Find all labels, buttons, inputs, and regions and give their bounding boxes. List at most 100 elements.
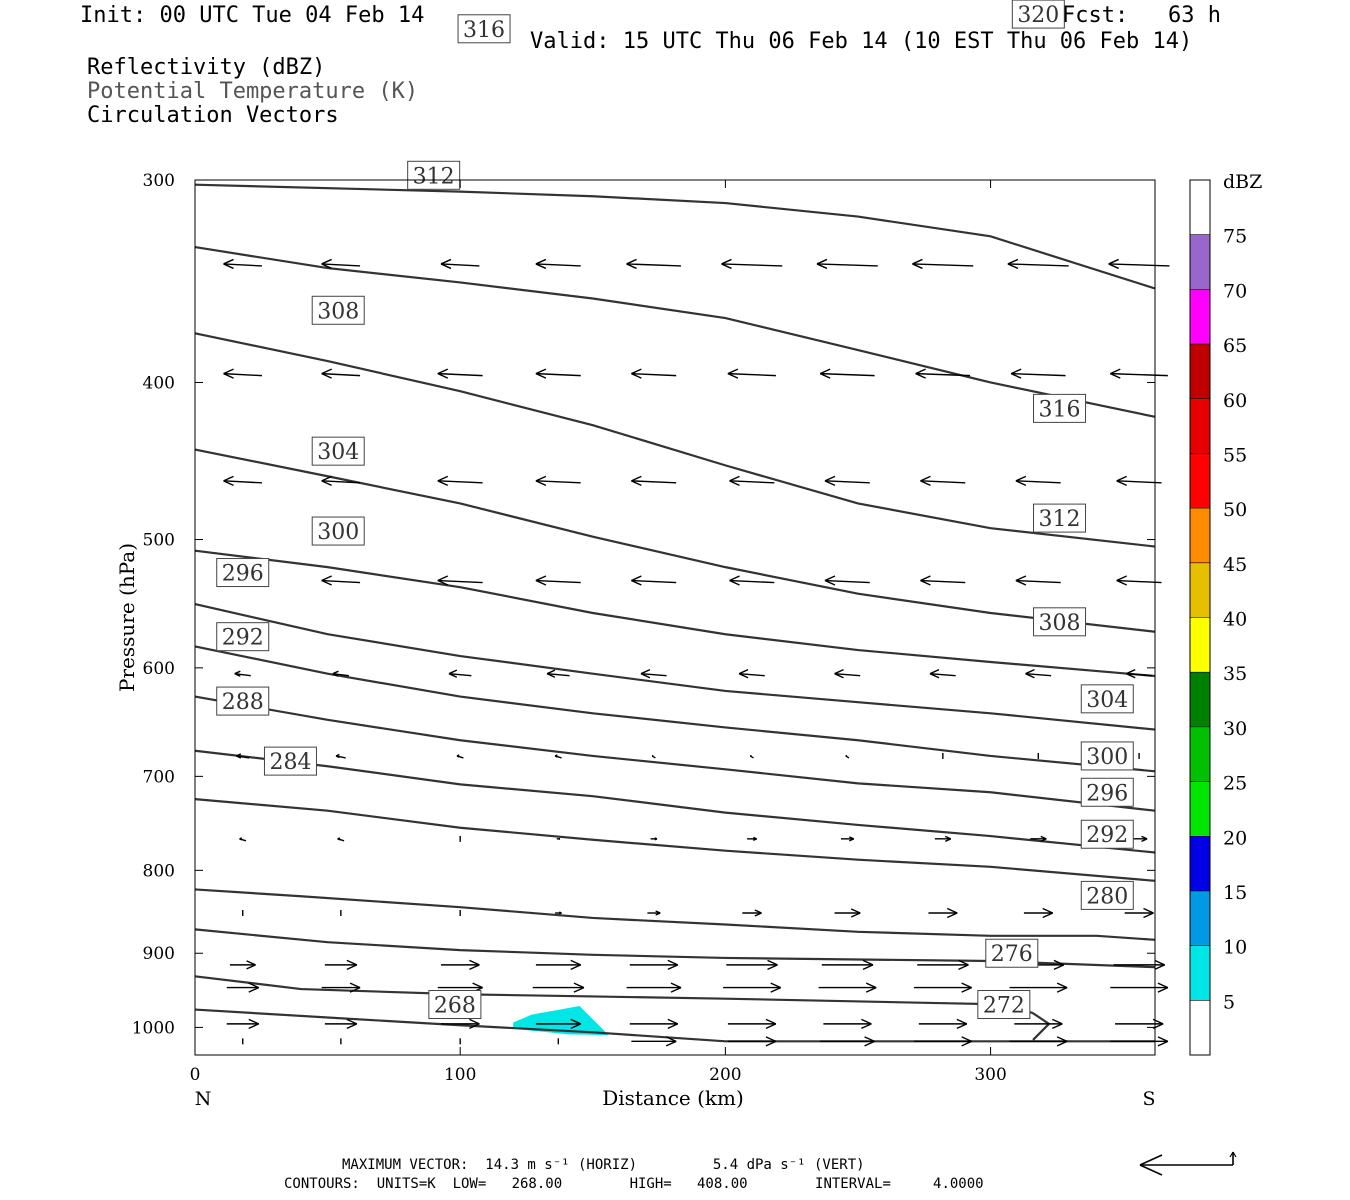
circulation-vector	[239, 837, 247, 842]
colorbar-label: 35	[1223, 663, 1247, 685]
svg-text:300: 300	[317, 520, 359, 545]
contour-label-308: 308	[311, 295, 365, 325]
circulation-vector	[437, 575, 483, 586]
svg-text:284: 284	[269, 750, 311, 775]
y-tick-label: 900	[143, 944, 175, 964]
svg-text:316: 316	[1039, 397, 1081, 422]
circulation-vector	[626, 258, 682, 270]
svg-text:308: 308	[317, 299, 359, 324]
contour-label-296: 296	[216, 558, 270, 588]
circulation-vector	[912, 258, 974, 270]
svg-text:296: 296	[222, 562, 264, 587]
circulation-vector	[914, 982, 972, 993]
colorbar-bin-top	[1190, 180, 1210, 235]
y-tick-label: 700	[143, 767, 175, 787]
y-tick-label: 500	[143, 531, 175, 551]
circulation-vector	[535, 959, 582, 971]
colorbar-label: 40	[1223, 609, 1247, 631]
circulation-vector	[840, 836, 855, 842]
isentrope-312	[194, 332, 1156, 548]
svg-text:288: 288	[222, 690, 264, 715]
x-tick-label: 0	[190, 1065, 201, 1085]
circulation-vector	[321, 982, 361, 993]
circulation-vector	[845, 754, 850, 759]
circulation-vector	[1014, 1018, 1063, 1030]
field-label-reflectivity: Reflectivity (dBZ)	[87, 55, 326, 80]
circulation-vector	[834, 908, 861, 918]
circulation-vector	[1009, 982, 1068, 993]
circulation-vector	[727, 1036, 777, 1047]
circulation-vector	[629, 1018, 679, 1030]
colorbar-label: 20	[1223, 827, 1247, 849]
circulation-vector	[934, 835, 952, 843]
circulation-vector	[1030, 835, 1047, 843]
y-axis-title: Pressure (hPa)	[115, 543, 139, 692]
circulation-vector	[1025, 669, 1052, 679]
circulation-vector	[918, 1018, 968, 1030]
contour-label-272: 272	[977, 990, 1031, 1020]
svg-text:276: 276	[991, 942, 1033, 967]
x-axis-title: Distance (km)	[602, 1086, 744, 1110]
isentrope-304	[194, 549, 1156, 678]
colorbar-label: 15	[1223, 882, 1247, 904]
colorbar-label: 60	[1223, 390, 1247, 412]
y-tick-label: 300	[143, 171, 175, 191]
svg-text:304: 304	[317, 440, 359, 465]
colorbar-bin-bottom	[1190, 1000, 1210, 1055]
circulation-vector	[631, 575, 677, 586]
colorbar-bin	[1190, 617, 1210, 673]
circulation-vector	[747, 836, 757, 842]
colorbar-bin	[1190, 890, 1210, 946]
colorbar-label: 5	[1223, 991, 1235, 1013]
max-vector-note: MAXIMUM VECTOR: 14.3 m s⁻¹ (HORIZ) 5.4 d…	[342, 1157, 865, 1173]
y-tick-label: 1000	[132, 1018, 175, 1038]
plot-frame	[194, 179, 1156, 1056]
circulation-vector	[727, 368, 776, 379]
isentrope-316	[194, 245, 1156, 418]
circulation-vector	[324, 959, 358, 971]
circulation-vector	[321, 475, 361, 486]
colorbar-label: 55	[1223, 444, 1247, 466]
y-tick-label: 600	[143, 659, 175, 679]
circulation-vector	[727, 1018, 777, 1030]
circulation-vector	[321, 258, 361, 270]
circulation-vector	[929, 669, 956, 679]
contour-label-296: 296	[1080, 777, 1134, 807]
isentrope-292	[194, 695, 1156, 812]
circulation-vector	[651, 754, 656, 759]
circulation-vector	[321, 368, 361, 379]
y-tick-label: 800	[143, 861, 175, 881]
circulation-vector	[742, 909, 762, 917]
svg-text:280: 280	[1086, 884, 1128, 909]
circulation-vector	[824, 475, 870, 486]
svg-text:320: 320	[1017, 3, 1059, 28]
circulation-vector	[1015, 475, 1061, 486]
circulation-vector	[816, 258, 878, 270]
circulation-vector	[1113, 959, 1165, 971]
circulation-vector	[823, 1018, 872, 1030]
circulation-vector	[437, 475, 483, 486]
svg-text:316: 316	[463, 18, 505, 43]
circulation-vector	[729, 475, 775, 486]
circulation-vector	[1116, 475, 1162, 486]
circulation-vector	[914, 1036, 972, 1047]
contour-label-288: 288	[216, 686, 270, 716]
svg-text:292: 292	[1086, 823, 1128, 848]
circulation-vector	[556, 837, 561, 840]
isentrope-308	[194, 448, 1156, 633]
contour-label-284: 284	[263, 746, 317, 776]
circulation-vector	[535, 475, 581, 486]
contour-label-308: 308	[1033, 607, 1087, 637]
circulation-vector	[1116, 575, 1162, 586]
isentrope-280	[194, 888, 1156, 941]
colorbar-bin	[1190, 508, 1210, 563]
isentrope-300	[194, 602, 1156, 731]
colorbar-bin	[1190, 781, 1210, 837]
colorbar-title: dBZ	[1223, 171, 1262, 193]
circulation-vector	[532, 982, 585, 993]
contour-label-292: 292	[216, 622, 270, 652]
circulation-vector	[1124, 907, 1154, 919]
circulation-vector	[448, 669, 472, 678]
isentrope-288	[194, 749, 1156, 854]
